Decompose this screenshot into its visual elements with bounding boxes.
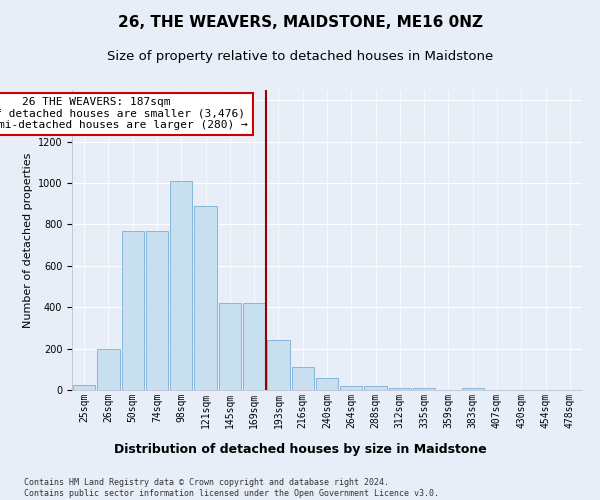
Text: Distribution of detached houses by size in Maidstone: Distribution of detached houses by size … [113,442,487,456]
Bar [243,303,265,390]
Text: Size of property relative to detached houses in Maidstone: Size of property relative to detached ho… [107,50,493,63]
Text: Contains HM Land Registry data © Crown copyright and database right 2024.
Contai: Contains HM Land Registry data © Crown c… [24,478,439,498]
Text: 26, THE WEAVERS, MAIDSTONE, ME16 0NZ: 26, THE WEAVERS, MAIDSTONE, ME16 0NZ [118,15,482,30]
Bar [292,367,314,390]
Bar [340,386,362,390]
Bar [194,206,217,390]
Bar [316,378,338,390]
Bar [389,388,411,390]
Bar [267,340,290,390]
Bar [73,385,95,390]
Bar [461,388,484,390]
Y-axis label: Number of detached properties: Number of detached properties [23,152,34,328]
Bar [146,230,168,390]
Bar [218,303,241,390]
Text: 26 THE WEAVERS: 187sqm
← 92% of detached houses are smaller (3,476)
7% of semi-d: 26 THE WEAVERS: 187sqm ← 92% of detached… [0,97,248,130]
Bar [122,230,144,390]
Bar [170,181,193,390]
Bar [97,348,119,390]
Bar [413,388,436,390]
Bar [364,386,387,390]
